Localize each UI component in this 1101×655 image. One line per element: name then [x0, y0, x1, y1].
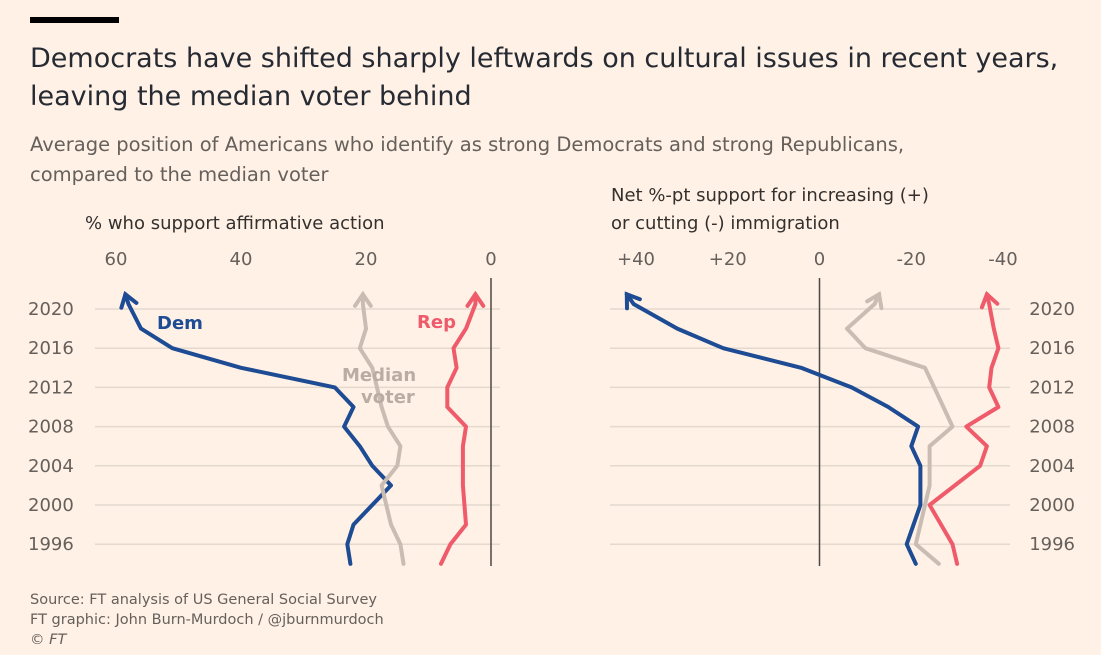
right-axis-title-line-2: or cutting (-) immigration	[611, 213, 840, 234]
footer: Source: FT analysis of US General Social…	[30, 590, 384, 650]
subtitle-line-2: compared to the median voter	[30, 163, 329, 186]
x-tick-label: 0	[814, 249, 825, 270]
y-tick-label: 2000	[1029, 495, 1075, 516]
y-tick-label: 2016	[1029, 338, 1075, 359]
x-tick-label: +40	[617, 249, 655, 270]
arrowhead	[465, 290, 486, 308]
y-tick-label: 2012	[1029, 377, 1075, 398]
x-tick-label: -40	[988, 249, 1017, 270]
y-tick-label: 2020	[28, 299, 74, 320]
y-tick-label: 2004	[1029, 456, 1075, 477]
arrowhead	[353, 290, 373, 308]
x-tick-label: 60	[105, 249, 128, 270]
x-tick-label: +20	[709, 249, 747, 270]
arrowhead	[979, 290, 1000, 310]
series-line-dem	[123, 292, 393, 566]
series-line-median-voter	[845, 292, 955, 566]
y-tick-label: 2012	[28, 377, 74, 398]
page-subtitle: Average position of Americans who identi…	[30, 130, 1030, 190]
x-tick-label: 40	[230, 249, 253, 270]
left-y-tick-labels: 2020 2016 2012 2008 2004 2000 1996	[28, 299, 74, 555]
subtitle-line-1: Average position of Americans who identi…	[30, 133, 905, 156]
y-tick-label: 1996	[28, 534, 74, 555]
source-note: Source: FT analysis of US General Social…	[30, 592, 377, 608]
y-tick-label: 2004	[28, 456, 74, 477]
right-gridlines	[610, 308, 1010, 545]
rep-label-left: Rep	[417, 312, 456, 333]
arrowhead	[119, 290, 139, 310]
arrowhead	[865, 291, 884, 311]
series-line-rep	[927, 292, 1001, 566]
right-y-tick-labels: 2020 2016 2012 2008 2004 2000 1996	[1029, 299, 1075, 555]
title-line-1: Democrats have shifted sharply leftwards…	[30, 43, 1059, 74]
arrowhead	[624, 291, 642, 311]
y-tick-label: 1996	[1029, 534, 1075, 555]
median-label-line-2: voter	[361, 387, 415, 408]
copyright: © FT	[30, 632, 67, 648]
y-tick-label: 2008	[28, 417, 74, 438]
x-tick-label: 0	[485, 249, 496, 270]
graphic-credit: FT graphic: John Burn-Murdoch / @jburnmu…	[30, 612, 384, 628]
ft-top-rule	[30, 17, 119, 23]
chart-affirmative-action: % who support affirmative action 60 40 20 0…	[28, 213, 500, 566]
left-axis-title: % who support affirmative action	[85, 213, 385, 234]
y-tick-label: 2020	[1029, 299, 1075, 320]
left-x-tick-labels: 60 40 20 0	[105, 249, 497, 270]
title-line-2: leaving the median voter behind	[30, 81, 472, 112]
series-line-dem	[624, 292, 923, 566]
x-tick-label: -20	[897, 249, 926, 270]
left-series	[119, 290, 486, 566]
y-tick-label: 2008	[1029, 417, 1075, 438]
page-title: Democrats have shifted sharply leftwards…	[30, 40, 1080, 116]
right-axis-title-line-1: Net %-pt support for increasing (+)	[611, 185, 929, 206]
x-tick-label: 20	[355, 249, 378, 270]
left-gridlines	[95, 308, 500, 545]
y-tick-label: 2000	[28, 495, 74, 516]
series-line-rep	[439, 292, 478, 566]
dem-label-left: Dem	[157, 313, 203, 334]
right-series	[624, 290, 1001, 566]
y-tick-label: 2016	[28, 338, 74, 359]
series-line-median-voter	[357, 292, 406, 566]
median-label-line-1: Median	[342, 365, 416, 386]
chart-immigration: Net %-pt support for increasing (+) or c…	[610, 185, 1075, 566]
right-x-tick-labels: +40 +20 0 -20 -40	[617, 249, 1018, 270]
